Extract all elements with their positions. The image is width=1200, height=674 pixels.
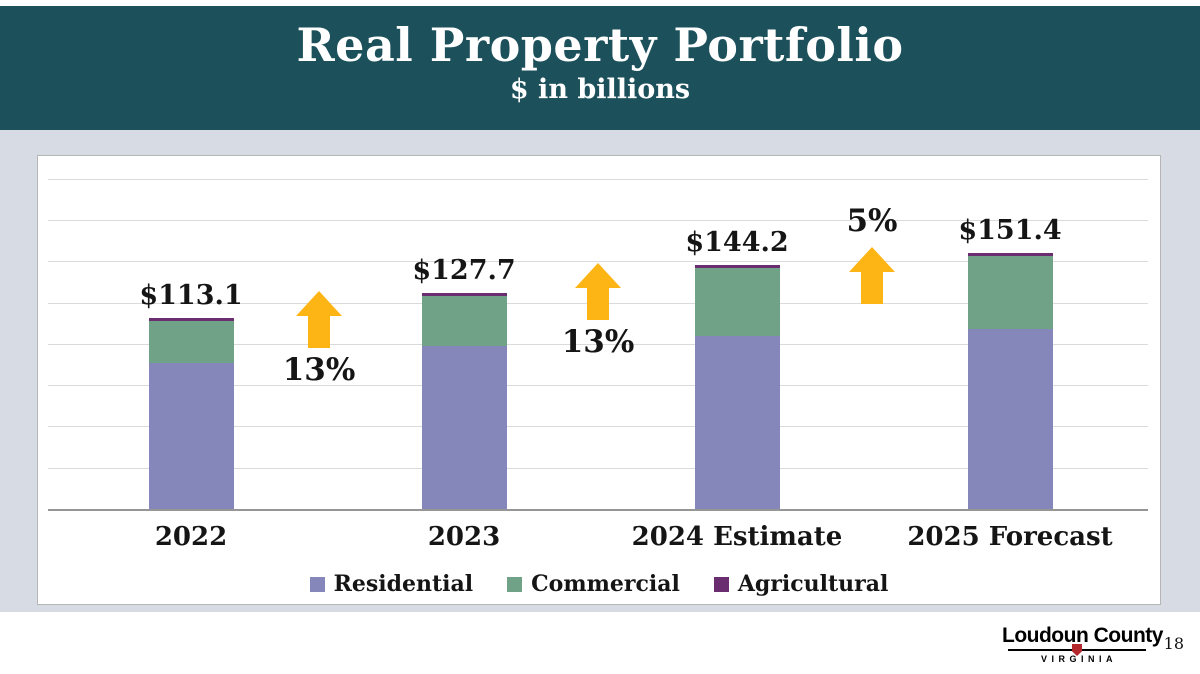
- bar-segment-residential-2022: [148, 362, 234, 509]
- bar-total-label: $127.7: [412, 255, 516, 287]
- bar-segment-commercial-2022: [148, 320, 234, 363]
- growth-arrow-up-icon: [296, 291, 342, 348]
- bar-total-label: $151.4: [958, 215, 1062, 247]
- slide-subtitle: $ in billions: [509, 74, 691, 105]
- x-axis-baseline: [48, 509, 1148, 511]
- x-axis-label: 2024 Estimate: [631, 522, 843, 552]
- growth-arrow-up-icon: [849, 247, 895, 304]
- bar-segment-agricultural-2022: [148, 317, 234, 321]
- chart-panel: $113.1 2022 $127.7 2023 $144.2 2024 Estimate $…: [37, 155, 1161, 605]
- logo-divider: [1008, 644, 1146, 656]
- bar-segment-residential-2023: [421, 345, 507, 509]
- slide-header: Real Property Portfolio $ in billions: [0, 6, 1200, 130]
- gridline: [48, 467, 1148, 469]
- growth-percent-label: 13%: [561, 324, 635, 360]
- bar-segment-agricultural-2023: [421, 293, 507, 297]
- logo-subtitle: VIRGINIA: [1040, 654, 1117, 664]
- bar-segment-commercial-2024-estimate: [694, 268, 780, 336]
- legend-item-residential: Residential: [309, 571, 474, 597]
- legend-label: Residential: [333, 571, 474, 597]
- legend-swatch-icon: [507, 576, 523, 592]
- legend-item-commercial: Commercial: [507, 571, 680, 597]
- gridline: [48, 219, 1148, 221]
- logo-title: Loudoun County: [1002, 624, 1163, 647]
- gridline: [48, 385, 1148, 387]
- slide-title: Real Property Portfolio: [296, 18, 904, 72]
- x-axis-label: 2023: [427, 522, 501, 552]
- slide-footer: Loudoun County VIRGINIA 18: [0, 612, 1200, 674]
- bar-segment-agricultural-2025-forecast: [967, 253, 1053, 257]
- loudoun-county-logo: Loudoun County VIRGINIA: [1002, 624, 1163, 664]
- shield-icon: [1072, 644, 1082, 656]
- legend-swatch-icon: [713, 576, 729, 592]
- x-axis-label: 2025 Forecast: [907, 522, 1113, 552]
- growth-arrow-up-icon: [575, 263, 621, 320]
- chart-legend: Residential Commercial Agricultural: [38, 567, 1160, 601]
- gridline: [48, 261, 1148, 263]
- legend-label: Agricultural: [737, 571, 889, 597]
- x-axis-label: 2022: [154, 522, 228, 552]
- gridline: [48, 343, 1148, 345]
- bar-segment-agricultural-2024-estimate: [694, 265, 780, 269]
- page-number: 18: [1163, 634, 1184, 653]
- legend-label: Commercial: [531, 571, 680, 597]
- chart-plot-area: $113.1 2022 $127.7 2023 $144.2 2024 Estimate $…: [38, 156, 1160, 604]
- gridline: [48, 426, 1148, 428]
- gridline: [48, 178, 1148, 180]
- bar-segment-residential-2024-estimate: [694, 335, 780, 509]
- legend-item-agricultural: Agricultural: [713, 571, 889, 597]
- bar-total-label: $144.2: [685, 227, 789, 259]
- legend-swatch-icon: [309, 576, 325, 592]
- bar-segment-residential-2025-forecast: [967, 329, 1053, 509]
- bar-segment-commercial-2025-forecast: [967, 256, 1053, 329]
- slide-body: $113.1 2022 $127.7 2023 $144.2 2024 Estimate $…: [0, 130, 1200, 612]
- growth-percent-label: 13%: [282, 352, 356, 388]
- growth-percent-label: 5%: [846, 203, 898, 239]
- bar-total-label: $113.1: [139, 279, 243, 311]
- bar-segment-commercial-2023: [421, 296, 507, 346]
